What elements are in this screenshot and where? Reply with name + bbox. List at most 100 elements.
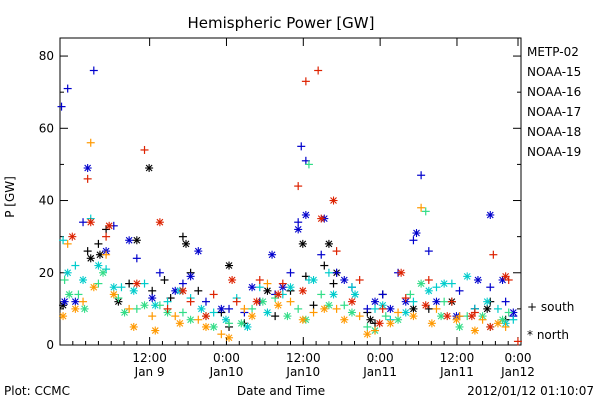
north-point — [151, 326, 160, 335]
north-point — [340, 315, 349, 324]
x-tick-time: 0:00 — [213, 351, 240, 365]
north-point — [317, 214, 326, 223]
south-point — [286, 268, 295, 277]
x-tick-date: Jan10 — [209, 365, 244, 379]
x-tick-date: Jan12 — [500, 365, 535, 379]
south-point — [59, 236, 68, 245]
south-point — [332, 247, 341, 256]
north-point — [109, 283, 118, 292]
south-point — [74, 290, 83, 299]
north-point — [283, 312, 292, 321]
north-point — [421, 301, 430, 310]
south-point — [94, 239, 103, 248]
north-point — [351, 290, 360, 299]
south-point — [125, 279, 134, 288]
south-point — [309, 301, 318, 310]
north-point — [252, 297, 261, 306]
x-tick-time: 0:00 — [367, 351, 394, 365]
north-point — [397, 268, 406, 277]
legend-entry: NOAA-18 — [527, 125, 581, 139]
north-point — [424, 286, 433, 295]
y-tick-label: 80 — [39, 49, 54, 63]
south-point — [255, 283, 264, 292]
north-point — [298, 286, 307, 295]
north-point — [94, 261, 103, 270]
south-point — [417, 171, 426, 180]
north-point — [237, 319, 246, 328]
north-point — [347, 308, 356, 317]
south-point — [148, 286, 157, 295]
south-point — [294, 218, 303, 227]
north-point — [145, 164, 154, 173]
north-point — [263, 286, 272, 295]
north-point — [228, 275, 237, 284]
south-point — [304, 160, 313, 169]
south-point — [340, 301, 349, 310]
north-point — [486, 210, 495, 219]
north-point — [386, 319, 395, 328]
north-point — [186, 272, 195, 281]
south-point — [83, 247, 92, 256]
legend-entry: NOAA-17 — [527, 105, 581, 119]
south-point — [447, 297, 456, 306]
north-point — [201, 322, 210, 331]
south-point — [79, 218, 88, 227]
south-point — [163, 297, 172, 306]
north-point — [263, 308, 272, 317]
north-point — [132, 236, 141, 245]
south-point — [217, 330, 226, 339]
south-point — [178, 308, 187, 317]
legend-entry: NOAA-19 — [527, 145, 581, 159]
south-point — [194, 315, 203, 324]
north-point — [309, 275, 318, 284]
south-point — [63, 84, 72, 93]
north-point — [99, 268, 108, 277]
south-point — [381, 312, 390, 321]
south-point — [317, 250, 326, 259]
x-tick-date: Jan11 — [362, 365, 397, 379]
south-point — [278, 279, 287, 288]
north-point — [182, 239, 191, 248]
south-point — [493, 304, 502, 313]
north-point — [268, 250, 277, 259]
south-point — [94, 279, 103, 288]
south-point — [363, 304, 372, 313]
north-point — [201, 312, 210, 321]
north-point — [483, 297, 492, 306]
north-point — [132, 279, 141, 288]
x-tick-date: Jan 9 — [134, 365, 165, 379]
south-point — [140, 279, 149, 288]
timestamp: 2012/01/12 01:10:07 — [467, 384, 594, 398]
north-point — [225, 333, 234, 342]
north-point — [394, 315, 403, 324]
south-point — [409, 236, 418, 245]
south-point — [513, 337, 522, 346]
south-point — [263, 279, 272, 288]
south-point — [406, 290, 415, 299]
north-point — [197, 304, 206, 313]
south-point — [79, 297, 88, 306]
north-point — [274, 301, 283, 310]
y-tick-label: 0 — [46, 338, 54, 352]
north-point — [432, 297, 441, 306]
x-tick-time: 12:00 — [440, 351, 475, 365]
south-point — [504, 308, 513, 317]
y-tick-label: 60 — [39, 121, 54, 135]
south-point — [155, 268, 164, 277]
south-point — [309, 308, 318, 317]
south-point — [102, 232, 111, 241]
south-point — [486, 283, 495, 292]
plot-credit: Plot: CCMC — [4, 384, 70, 398]
south-point — [83, 174, 92, 183]
legend: METP-02 NOAA-15 NOAA-16 NOAA-17 NOAA-18 NOAA-… — [527, 45, 581, 342]
y-tick-label: 20 — [39, 266, 54, 280]
south-point — [332, 304, 341, 313]
south-point — [455, 286, 464, 295]
south-point — [271, 312, 280, 321]
north-point — [329, 196, 338, 205]
south-point — [424, 275, 433, 284]
south-point — [194, 286, 203, 295]
north-point — [294, 225, 303, 234]
x-tick-time: 12:00 — [132, 351, 167, 365]
north-point — [409, 312, 418, 321]
